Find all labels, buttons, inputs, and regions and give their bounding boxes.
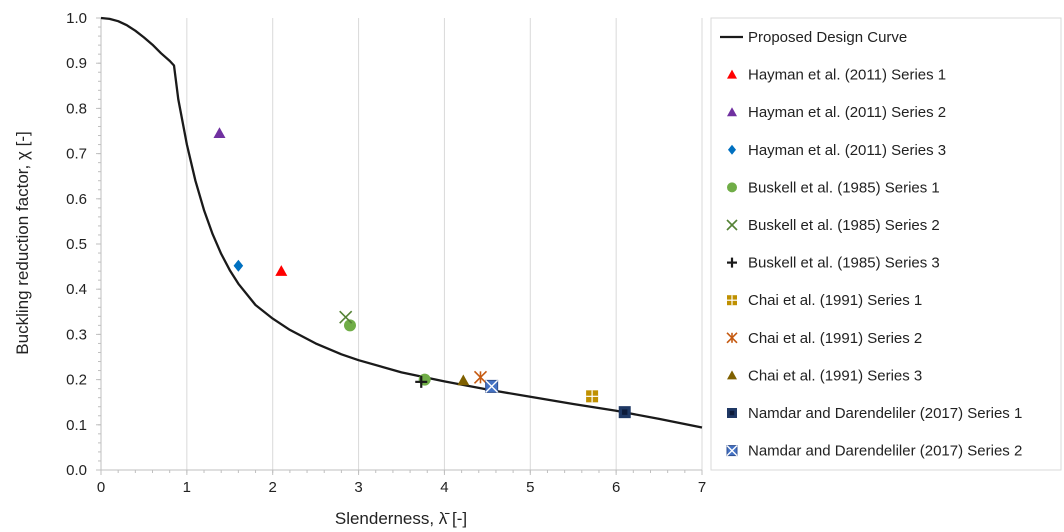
data-point (213, 127, 226, 139)
x-tick-label: 5 (526, 479, 534, 496)
x-tick-label: 3 (354, 479, 362, 496)
legend-marker (727, 408, 737, 418)
data-point (457, 374, 470, 386)
legend-label: Hayman et al. (2011) Series 1 (748, 67, 946, 84)
x-marker-stroke (339, 310, 353, 324)
legend-box (710, 17, 1062, 471)
y-tick-label: 0.0 (66, 462, 87, 479)
circle-marker (727, 182, 737, 193)
legend-marker (726, 445, 738, 457)
y-tick-label: 0.6 (66, 191, 87, 208)
triangle-marker (727, 107, 737, 117)
triangle-marker (727, 69, 737, 79)
circle-marker (343, 319, 356, 332)
x-tick-label: 1 (183, 479, 191, 496)
legend-label: Buskell et al. (1985) Series 2 (748, 217, 940, 234)
legend-label: Buskell et al. (1985) Series 3 (748, 255, 940, 272)
y-tick-label: 0.1 (66, 417, 87, 434)
data-point (415, 375, 428, 388)
x-tick-label: 6 (612, 479, 620, 496)
legend-label: Chai et al. (1991) Series 3 (748, 367, 922, 384)
y-tick-label: 0.8 (66, 100, 87, 117)
square-x-line (726, 445, 738, 457)
y-tick-label: 0.7 (66, 146, 87, 163)
square-x-line (485, 379, 499, 393)
legend-marker (728, 144, 736, 155)
legend-marker (727, 295, 737, 306)
square-inner (622, 409, 628, 415)
legend-marker (727, 182, 737, 193)
y-tick-label: 0.9 (66, 55, 87, 72)
legend-label: Buskell et al. (1985) Series 1 (748, 179, 940, 196)
legend-label: Hayman et al. (2011) Series 3 (748, 142, 946, 159)
y-tick-label: 0.3 (66, 326, 87, 343)
legend-label: Namdar and Darendeliler (2017) Series 1 (748, 405, 1022, 422)
diamond-marker (728, 144, 736, 155)
legend-marker (727, 107, 737, 117)
x-tick-label: 4 (440, 479, 448, 496)
y-tick-label: 0.5 (66, 236, 87, 253)
design-curve-layer (100, 16, 703, 429)
legend-marker (727, 69, 737, 79)
x-axis-title: Slenderness, λ̄ [-] (335, 509, 467, 528)
data-point (343, 319, 356, 332)
triangle-marker (275, 265, 288, 276)
data-point (275, 265, 288, 276)
axes: 0 1 2 3 4 5 6 7 0.0 0.1 0.2 0.3 0.4 0.5 0.6 0.7 0.8 0.9 1.… (66, 10, 706, 496)
legend-label: Namdar and Darendeliler (2017) Series 2 (748, 443, 1022, 460)
data-point (339, 310, 353, 324)
legend-label: Hayman et al. (2011) Series 2 (748, 104, 946, 121)
square-inner (729, 410, 735, 416)
grid-lines (186, 18, 703, 470)
legend: Proposed Design Curve Hayman et al. (2011… (710, 17, 1062, 471)
legend-label: Chai et al. (1991) Series 2 (748, 330, 922, 347)
y-tick-label: 0.2 (66, 372, 87, 389)
triangle-marker (727, 370, 737, 380)
triangle-marker (457, 374, 470, 386)
triangle-marker (213, 127, 226, 139)
legend-label: Chai et al. (1991) Series 1 (748, 292, 922, 309)
legend-marker (726, 332, 738, 344)
y-tick-label: 0.4 (66, 281, 87, 298)
data-point (473, 370, 488, 384)
x-tick-label: 7 (698, 479, 706, 496)
data-point (586, 390, 599, 403)
data-point (485, 379, 499, 393)
legend-marker (727, 257, 737, 268)
x-tick-label: 2 (269, 479, 277, 496)
diamond-marker (233, 259, 244, 272)
data-markers-layer (213, 127, 631, 419)
y-tick-label: 1.0 (66, 10, 87, 27)
proposed-design-curve (100, 16, 703, 429)
legend-label: Proposed Design Curve (748, 29, 907, 46)
x-tick-label: 0 (97, 479, 105, 496)
y-axis-title: Buckling reduction factor, χ [-] (13, 131, 32, 354)
data-point (618, 406, 631, 419)
data-point (233, 259, 244, 272)
legend-marker (726, 219, 738, 231)
x-marker-stroke (726, 219, 738, 231)
legend-marker (727, 370, 737, 380)
